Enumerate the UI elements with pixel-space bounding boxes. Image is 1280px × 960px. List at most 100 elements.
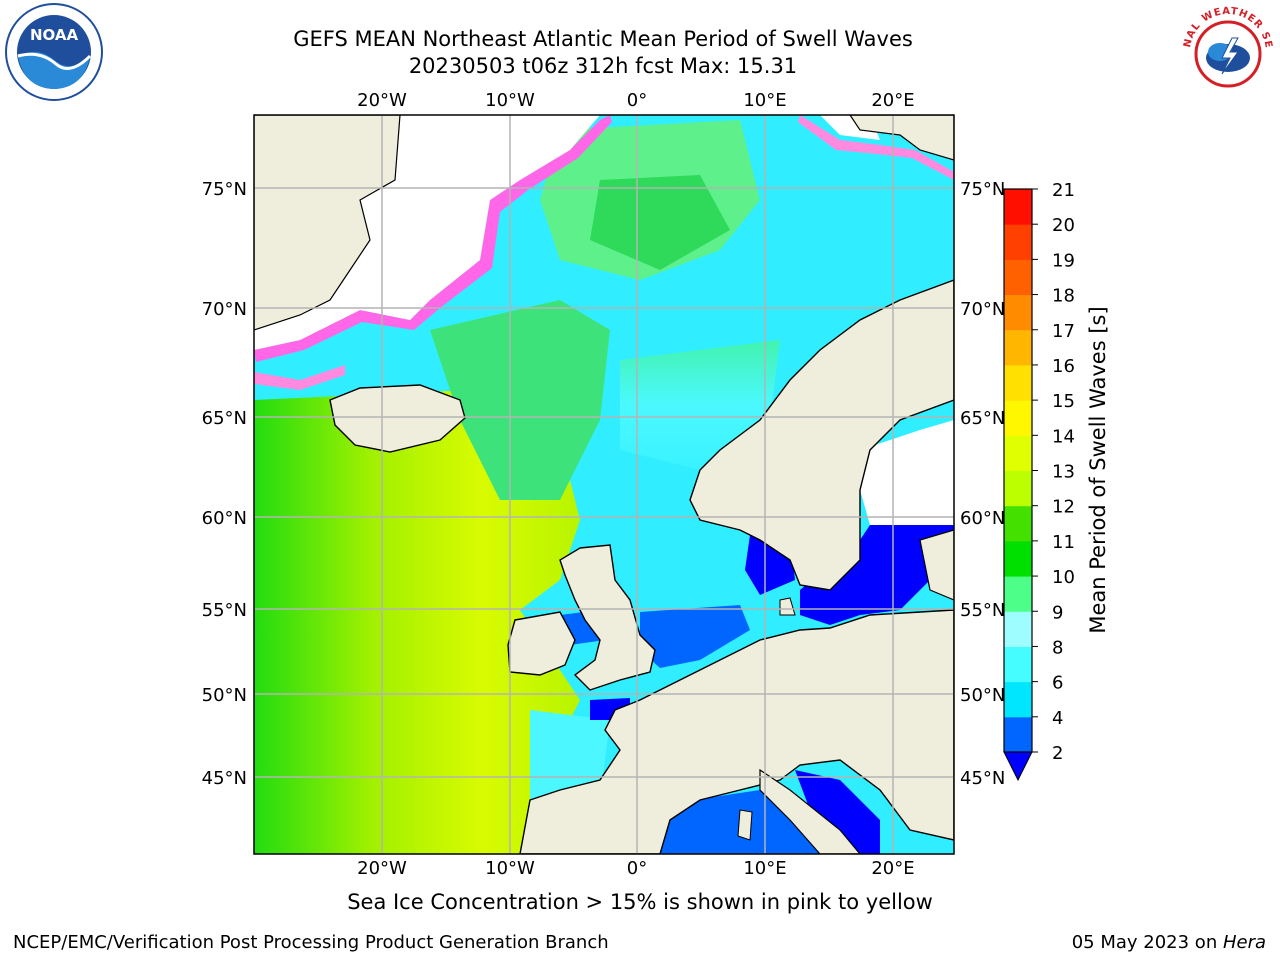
colorbar-bands xyxy=(1004,189,1032,753)
colorbar-tick-label: 19 xyxy=(1052,250,1075,271)
colorbar-band xyxy=(1004,435,1032,471)
colorbar-band xyxy=(1004,329,1032,366)
colorbar-tick-label: 9 xyxy=(1052,602,1063,623)
lon-label-bottom: 10°W xyxy=(485,858,535,879)
lon-label-bottom: 20°E xyxy=(871,858,914,879)
colorbar-tick-label: 4 xyxy=(1052,708,1063,729)
atlantic-swell-field xyxy=(254,390,580,854)
colorbar-tick-label: 12 xyxy=(1052,497,1075,518)
colorbar-extend-min xyxy=(1003,751,1033,782)
footer-system-name: Hera xyxy=(1222,932,1266,953)
colorbar-tick-label: 10 xyxy=(1052,567,1075,588)
lat-label-left: 50°N xyxy=(202,685,247,706)
colorbar-band xyxy=(1004,646,1032,683)
latitude-labels-left: 45°N 50°N 55°N 60°N 65°N 70°N 75°N xyxy=(202,179,247,789)
colorbar-band xyxy=(1004,716,1032,753)
sea-ice-edge-svalbard xyxy=(798,115,954,180)
longitude-labels-bottom: 20°W 10°W 0° 10°E 20°E xyxy=(357,858,914,879)
map-area xyxy=(254,115,954,854)
colorbar-label: Mean Period of Swell Waves [s] xyxy=(1086,306,1110,634)
continental-europe-land xyxy=(519,609,954,854)
colorbar-band xyxy=(1004,540,1032,577)
footer-date-text: 05 May 2023 on xyxy=(1071,932,1223,953)
lat-label-right: 60°N xyxy=(960,508,1005,529)
lon-label-top: 0° xyxy=(627,90,647,111)
lat-label-left: 55°N xyxy=(202,600,247,621)
danish-islands-land xyxy=(779,597,796,616)
baltic-sea-field xyxy=(800,525,954,625)
colorbar-tick-label: 15 xyxy=(1052,391,1075,412)
svalbard-land xyxy=(849,115,954,161)
great-britain-land xyxy=(559,544,656,691)
chart-subtitle: 20230503 t06z 312h fcst Max: 15.31 xyxy=(408,54,798,78)
lon-label-top: 10°E xyxy=(743,90,786,111)
lon-label-top: 10°W xyxy=(485,90,535,111)
lat-label-left: 45°N xyxy=(202,768,247,789)
lat-label-left: 70°N xyxy=(202,299,247,320)
scandinavia-land xyxy=(689,279,954,591)
colorbar-tick-label: 16 xyxy=(1052,356,1075,377)
colorbar-band xyxy=(1004,681,1032,718)
greenland-land xyxy=(254,115,401,331)
colorbar-tick-label: 14 xyxy=(1052,426,1075,447)
lon-label-top: 20°W xyxy=(357,90,407,111)
colorbar-tick-label: 11 xyxy=(1052,532,1075,553)
iceland-land xyxy=(329,384,466,453)
map-frame xyxy=(253,114,955,855)
lon-label-bottom: 0° xyxy=(627,858,647,879)
lon-label-bottom: 20°W xyxy=(357,858,407,879)
sea-ice-edge-greenland xyxy=(254,115,612,362)
nws-logo: NATIONAL WEATHER SERVICE xyxy=(1176,2,1274,100)
colorbar-tick-label: 6 xyxy=(1052,673,1063,694)
greenland-sea-core xyxy=(590,175,730,270)
colorbar-band xyxy=(1004,611,1032,647)
colorbar-band xyxy=(1004,400,1032,436)
colorbar-band xyxy=(1004,470,1032,507)
colorbar-ticks: 2 4 6 8 9 10 11 12 13 14 15 16 17 18 19 20 21 xyxy=(1032,180,1075,764)
sea-ice-edge-denmark-strait xyxy=(254,365,345,390)
longitude-labels-top: 20°W 10°W 0° 10°E 20°E xyxy=(357,90,914,111)
ireland-land xyxy=(507,611,576,676)
colorbar-band xyxy=(1004,364,1032,401)
lat-label-right: 55°N xyxy=(960,600,1005,621)
colorbar-tick-label: 2 xyxy=(1052,743,1063,764)
lat-label-right: 45°N xyxy=(960,768,1005,789)
lat-label-left: 60°N xyxy=(202,508,247,529)
colorbar-tick-label: 8 xyxy=(1052,637,1063,658)
lat-label-right: 75°N xyxy=(960,179,1005,200)
lat-label-right: 65°N xyxy=(960,408,1005,429)
footer-credit: NCEP/EMC/Verification Post Processing Pr… xyxy=(13,932,609,953)
iceland-faroe-swell-field xyxy=(430,300,610,500)
colorbar-tick-label: 17 xyxy=(1052,321,1075,342)
footer-date: 05 May 2023 on Hera xyxy=(1072,932,1266,953)
colorbar-band xyxy=(1004,259,1032,296)
colorbar-tick-label: 13 xyxy=(1052,462,1075,483)
colorbar-band xyxy=(1004,576,1032,612)
colorbar-band xyxy=(1004,505,1032,542)
north-sea-south-field xyxy=(640,605,750,668)
sea-ice-caption: Sea Ice Concentration > 15% is shown in … xyxy=(347,890,933,914)
colorbar: 2 4 6 8 9 10 11 12 13 14 15 16 17 18 19 20 21 xyxy=(1003,180,1075,782)
finland-baltics-land xyxy=(919,529,954,601)
lat-label-right: 50°N xyxy=(960,685,1005,706)
lon-label-bottom: 10°E xyxy=(743,858,786,879)
gridlines xyxy=(254,115,954,854)
gulf-of-bothnia-nodata xyxy=(860,420,954,525)
colorbar-tick-label: 20 xyxy=(1052,215,1075,236)
latitude-labels-right: 45°N 50°N 55°N 60°N 65°N 70°N 75°N xyxy=(960,179,1005,789)
chart-title: GEFS MEAN Northeast Atlantic Mean Period… xyxy=(293,27,913,51)
corsica-sardinia-land xyxy=(737,809,753,841)
adriatic-field xyxy=(795,770,880,854)
colorbar-tick-label: 21 xyxy=(1052,180,1075,201)
colorbar-band xyxy=(1004,294,1032,331)
colorbar-band xyxy=(1004,224,1032,260)
noaa-logo: NOAA xyxy=(5,3,103,101)
noaa-logo-text: NOAA xyxy=(30,26,79,44)
lat-label-right: 70°N xyxy=(960,299,1005,320)
colorbar-band xyxy=(1004,189,1032,225)
lon-label-top: 20°E xyxy=(871,90,914,111)
lat-label-left: 75°N xyxy=(202,179,247,200)
lat-label-left: 65°N xyxy=(202,408,247,429)
colorbar-tick-label: 18 xyxy=(1052,286,1075,307)
